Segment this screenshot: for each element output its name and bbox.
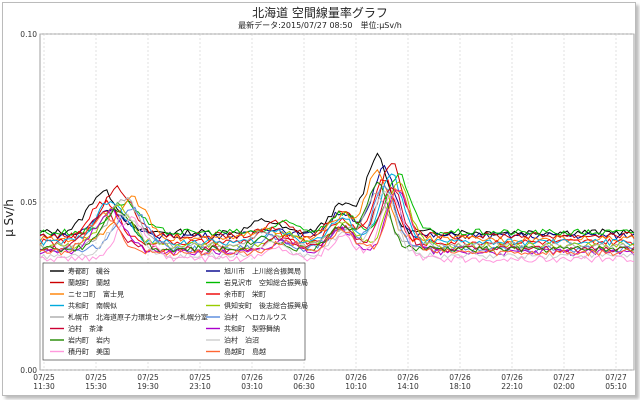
- x-tick-date: 07/27: [553, 373, 575, 382]
- legend-item: 共和町 南幌似: [68, 301, 117, 310]
- legend-item: 泊村 泊沼: [224, 336, 259, 345]
- series-line: [39, 173, 635, 237]
- legend-item: ニセコ町 富士見: [68, 290, 124, 299]
- legend-item: 泊村 ヘロカルウス: [224, 313, 287, 322]
- x-tick-time: 05:10: [605, 382, 627, 391]
- series-line: [39, 179, 635, 247]
- x-tick-date: 07/26: [345, 373, 367, 382]
- x-tick-time: 14:10: [397, 382, 419, 391]
- x-tick-time: 02:00: [553, 382, 575, 391]
- legend-item: 余市町 栄町: [224, 290, 266, 299]
- x-tick-date: 07/26: [501, 373, 523, 382]
- legend-item: 共和町 梨野舞納: [224, 324, 280, 333]
- series-line: [39, 181, 635, 253]
- y-axis-label: μ Sv/h: [2, 199, 16, 237]
- y-tick-label: 0.05: [20, 198, 37, 207]
- x-tick-time: 23:10: [189, 382, 211, 391]
- series-line: [39, 190, 635, 260]
- x-tick-date: 07/26: [241, 373, 263, 382]
- series-line: [39, 187, 635, 254]
- x-tick-date: 07/26: [293, 373, 315, 382]
- y-tick-label: 0.10: [20, 30, 37, 39]
- x-tick-time: 18:10: [449, 382, 471, 391]
- x-tick-date: 07/25: [189, 373, 211, 382]
- legend-item: 岩内町 岩内: [68, 336, 110, 345]
- series-line: [39, 187, 635, 257]
- legend-item: 札幌市 北海道原子力環境センター札幌分室: [68, 313, 208, 322]
- x-tick-time: 22:10: [501, 382, 523, 391]
- x-tick-time: 19:30: [137, 382, 159, 391]
- x-tick-time: 15:30: [85, 382, 107, 391]
- series-line: [39, 194, 635, 264]
- series-line: [39, 168, 635, 244]
- x-tick-date: 07/26: [397, 373, 419, 382]
- x-tick-date: 07/25: [33, 373, 55, 382]
- chart-subtitle: 最新データ:2015/07/27 08:50 単位:μSv/h: [238, 21, 402, 30]
- legend-item: 島越町 島越: [224, 347, 266, 356]
- series-line: [39, 189, 635, 256]
- chart-title: 北海道 空間線量率グラフ: [252, 6, 388, 20]
- x-tick-date: 07/26: [449, 373, 471, 382]
- x-tick-date: 07/25: [85, 373, 107, 382]
- legend-item: 蘭越町 蘭越: [68, 278, 110, 287]
- x-tick-date: 07/25: [137, 373, 159, 382]
- legend-item: 泊村 茶津: [68, 324, 103, 333]
- legend-item: 俱知安町 後志総合振興局: [224, 301, 308, 310]
- legend-item: 旭川市 上川総合振興局: [224, 267, 301, 276]
- x-tick-time: 06:30: [293, 382, 315, 391]
- y-tick-label: 0.00: [20, 366, 37, 375]
- legend-item: 積丹町 美国: [68, 347, 110, 356]
- legend-item: 岩見沢市 空知総合振興局: [224, 278, 308, 287]
- legend-box: [42, 262, 306, 361]
- x-tick-date: 07/27: [605, 373, 627, 382]
- x-tick-time: 10:10: [345, 382, 367, 391]
- legend-item: 寿都町 磯谷: [68, 267, 110, 276]
- x-tick-time: 11:30: [33, 382, 55, 391]
- x-tick-time: 03:10: [241, 382, 263, 391]
